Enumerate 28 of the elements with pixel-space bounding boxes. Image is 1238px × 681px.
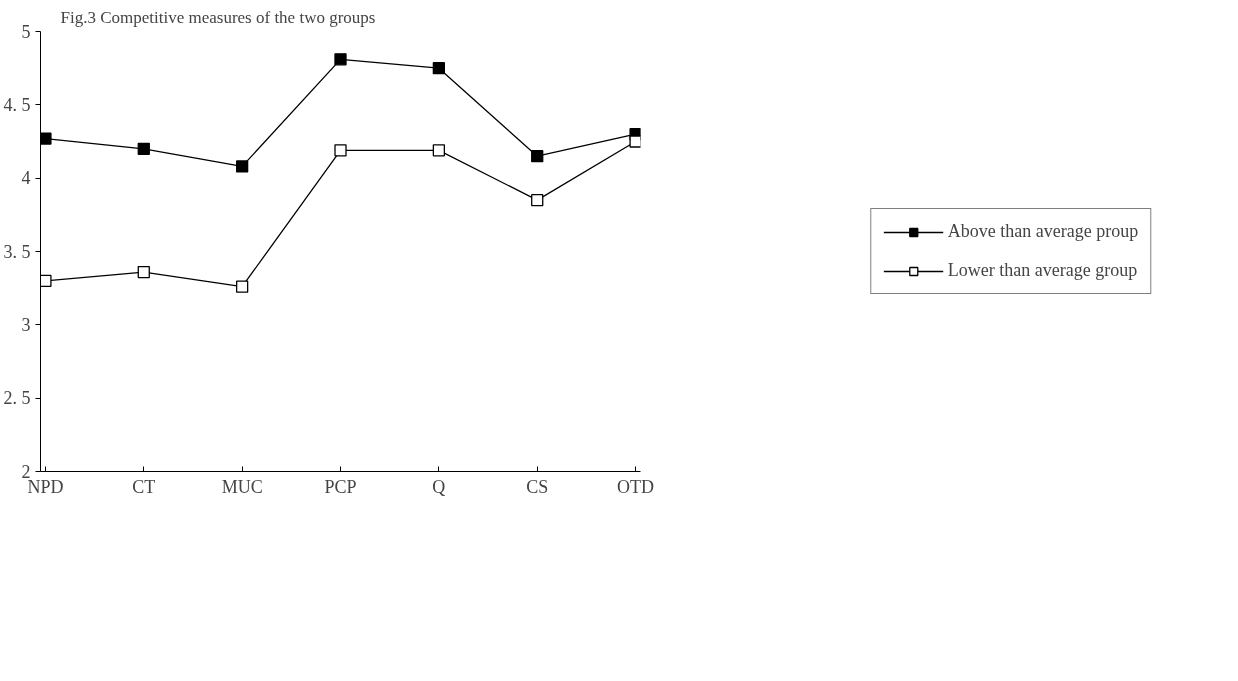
point xyxy=(137,142,150,155)
x-tick-label: OTD xyxy=(617,476,655,497)
y-tick-label: 3 xyxy=(21,314,31,335)
point xyxy=(235,280,249,293)
y-tick-label: 5 xyxy=(21,21,31,42)
y-tick-label: 4 xyxy=(21,168,31,189)
x-tick-label: CT xyxy=(132,476,156,497)
y-tick-label: 2. 5 xyxy=(3,388,31,409)
x-tick-label: PCP xyxy=(324,476,357,497)
point xyxy=(334,144,347,157)
point xyxy=(531,150,544,163)
point xyxy=(137,265,150,279)
point xyxy=(334,53,347,66)
y-tick-label: 3. 5 xyxy=(3,241,31,262)
point xyxy=(432,62,446,75)
point xyxy=(40,132,52,145)
point xyxy=(235,160,249,173)
x-tick-label: CS xyxy=(526,476,549,497)
chart-title: Fig.3 Competitive measures of the two groups xyxy=(60,7,376,27)
point xyxy=(432,144,446,157)
legend-label: Above than average proup xyxy=(947,221,1139,242)
x-tick-label: MUC xyxy=(221,476,263,497)
x-tick-label: Q xyxy=(432,476,446,497)
point xyxy=(629,135,641,148)
y-tick-label: 4. 5 xyxy=(3,94,31,115)
point xyxy=(531,194,544,207)
point xyxy=(40,274,52,287)
legend-label: Lower than average group xyxy=(947,260,1138,281)
